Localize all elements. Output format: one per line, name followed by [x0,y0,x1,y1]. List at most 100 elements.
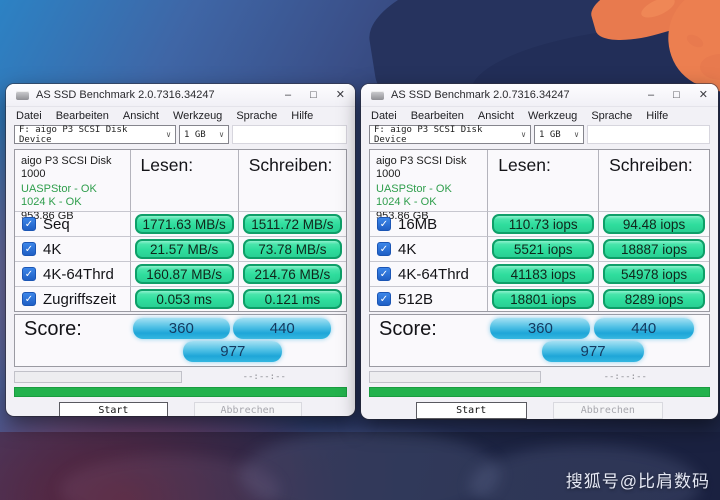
result-cell: 0.121 ms [237,286,346,311]
drive-alignment-status: 1024 K - OK [21,196,82,209]
button-row: Start Abbrechen [6,402,355,416]
menu-item-ansicht[interactable]: Ansicht [122,109,159,122]
elapsed-time: --:--:-- [603,372,647,382]
app-icon [371,90,384,100]
menu-item-ansicht[interactable]: Ansicht [477,109,514,122]
titlebar[interactable]: AS SSD Benchmark 2.0.7316.34247 – □ ✕ [6,84,355,107]
close-button[interactable]: ✕ [335,88,345,101]
drive-driver-status: UASPStor - OK [376,182,452,195]
chevron-down-icon: ∨ [521,130,526,139]
write-result-badge: 54978 iops [603,264,705,284]
result-cell: 18887 iops [598,236,709,261]
test-label: 4K-64Thrd [398,265,469,283]
as-ssd-window-right: AS SSD Benchmark 2.0.7316.34247 – □ ✕ Da… [361,84,718,419]
checkbox-checked-icon[interactable]: ✓ [377,267,391,281]
menu-item-hilfe[interactable]: Hilfe [646,109,669,122]
drive-info: aigo P3 SCSI Disk 1000 UASPStor - OK 102… [370,150,487,222]
menu-bar: Datei Bearbeiten Ansicht Werkzeug Sprach… [361,107,718,124]
menu-item-bearbeiten[interactable]: Bearbeiten [410,109,464,122]
result-cell: 21.57 MB/s [129,236,238,261]
toolbar-field [587,125,710,144]
checkbox-checked-icon[interactable]: ✓ [377,217,391,231]
close-button[interactable]: ✕ [698,88,708,101]
checkbox-checked-icon[interactable]: ✓ [22,292,36,306]
read-score-badge: 360 [490,318,591,339]
as-ssd-window-left: AS SSD Benchmark 2.0.7316.34247 – □ ✕ Da… [6,84,355,416]
read-result-badge: 41183 iops [492,264,595,284]
read-result-badge: 18801 iops [492,289,595,309]
start-button[interactable]: Start [415,402,527,419]
total-score-badge: 977 [183,341,283,362]
write-result-badge: 0.121 ms [242,289,342,309]
test-label: Zugriffszeit [43,290,117,308]
result-cell: 5521 iops [487,236,599,261]
result-cell: 1511.72 MB/s [237,211,346,236]
app-icon [16,90,29,100]
total-score-badge: 977 [542,341,644,362]
start-button[interactable]: Start [59,402,168,416]
menu-item-bearbeiten[interactable]: Bearbeiten [55,109,109,122]
test-label: 4K [398,240,417,258]
benchmark-table: aigo P3 SCSI Disk 1000 UASPStor - OK 102… [369,149,710,312]
write-result-badge: 1511.72 MB/s [242,214,342,234]
minimize-button[interactable]: – [648,88,655,101]
result-cell: 54978 iops [598,261,709,286]
drive-select[interactable]: F: aigo P3 SCSI Disk Device ∨ [14,124,176,145]
write-result-badge: 18887 iops [603,239,705,259]
size-select[interactable]: 1 GB ∨ [179,125,229,144]
row-label-512b: ✓ 512B [370,286,488,311]
row-label-4k-64thrd: ✓ 4K-64Thrd [370,261,488,286]
write-column-header: Schreiben: [237,150,346,211]
result-cell: 214.76 MB/s [237,261,346,286]
elapsed-time: --:--:-- [242,372,286,382]
write-score-badge: 440 [233,318,332,339]
size-select-value: 1 GB [184,129,206,140]
test-label: 4K-64Thrd [43,265,114,283]
cancel-button[interactable]: Abbrechen [552,402,664,419]
button-row: Start Abbrechen [361,402,718,419]
chevron-down-icon: ∨ [219,130,224,139]
read-score-badge: 360 [132,318,231,339]
menu-item-datei[interactable]: Datei [371,109,397,122]
status-bar [14,387,347,397]
write-result-badge: 73.78 MB/s [242,239,342,259]
maximize-button[interactable]: □ [673,88,680,101]
menu-item-datei[interactable]: Datei [16,109,42,122]
progress-row: --:--:-- [14,370,347,384]
write-column-header: Schreiben: [598,150,709,211]
result-cell: 1771.63 MB/s [129,211,238,236]
drive-info: aigo P3 SCSI Disk 1000 UASPStor - OK 102… [15,150,130,222]
menu-bar: Datei Bearbeiten Ansicht Werkzeug Sprach… [6,107,355,124]
result-cell: 94.48 iops [598,211,709,236]
test-label: 16MB [398,215,438,233]
result-cell: 160.87 MB/s [129,261,238,286]
row-label-4k: ✓ 4K [370,236,488,261]
score-label: Score: [24,318,82,340]
drive-select-value: F: aigo P3 SCSI Disk Device [374,124,483,145]
menu-item-hilfe[interactable]: Hilfe [291,109,314,122]
drive-name: aigo P3 SCSI Disk 1000 [21,155,112,181]
drive-select[interactable]: F: aigo P3 SCSI Disk Device ∨ [369,124,531,145]
drive-select-value: F: aigo P3 SCSI Disk Device [19,124,128,145]
chevron-down-icon: ∨ [166,130,171,139]
result-cell: 8289 iops [598,286,709,311]
benchmark-table: aigo P3 SCSI Disk 1000 UASPStor - OK 102… [14,149,347,312]
menu-item-sprache[interactable]: Sprache [236,109,278,122]
checkbox-checked-icon[interactable]: ✓ [22,242,36,256]
menu-item-sprache[interactable]: Sprache [591,109,633,122]
checkbox-checked-icon[interactable]: ✓ [22,267,36,281]
result-cell: 18801 iops [487,286,599,311]
menu-item-werkzeug[interactable]: Werkzeug [172,109,223,122]
checkbox-checked-icon[interactable]: ✓ [377,292,391,306]
test-label: Seq [43,215,70,233]
menu-item-werkzeug[interactable]: Werkzeug [527,109,578,122]
size-select[interactable]: 1 GB ∨ [534,125,584,144]
checkbox-checked-icon[interactable]: ✓ [377,242,391,256]
titlebar[interactable]: AS SSD Benchmark 2.0.7316.34247 – □ ✕ [361,84,718,107]
maximize-button[interactable]: □ [310,88,317,101]
minimize-button[interactable]: – [285,88,292,101]
read-result-badge: 160.87 MB/s [134,264,234,284]
checkbox-checked-icon[interactable]: ✓ [22,217,36,231]
cancel-button[interactable]: Abbrechen [193,402,302,416]
